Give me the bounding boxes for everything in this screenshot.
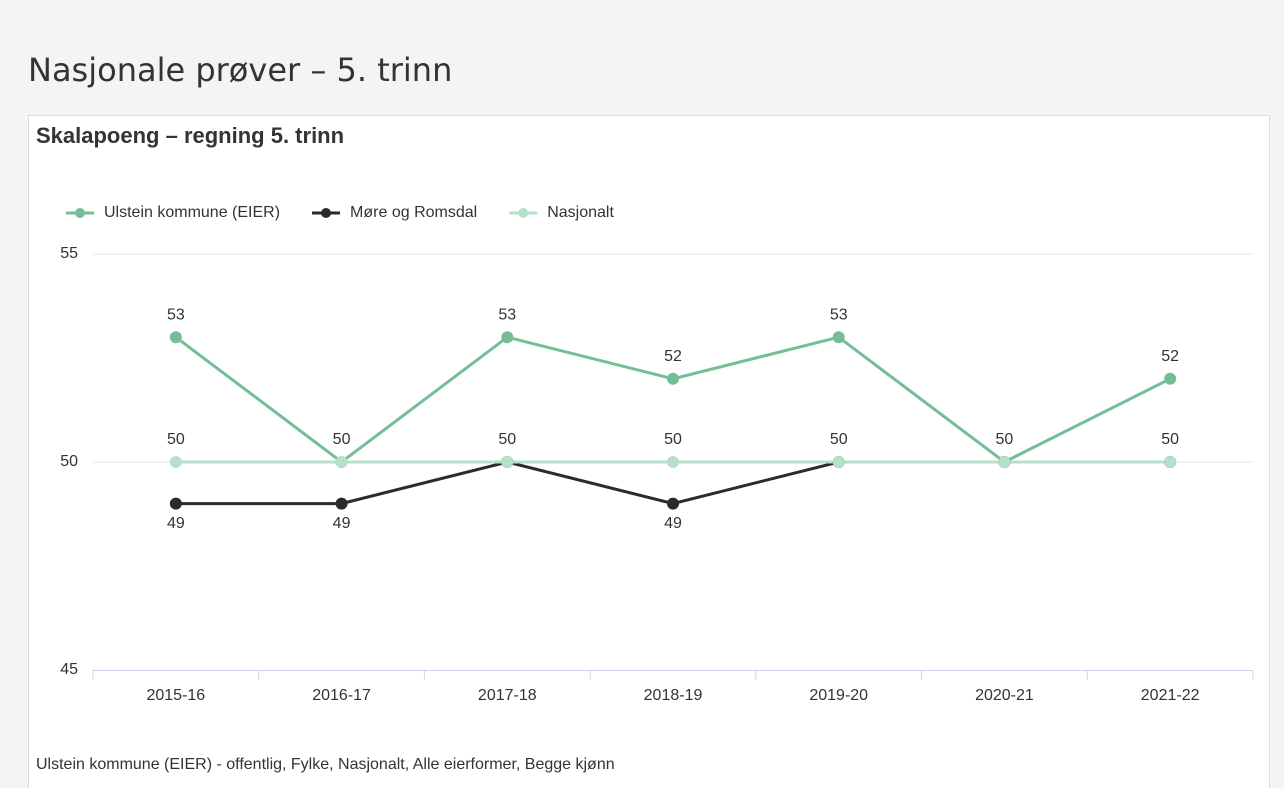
point <box>501 456 514 468</box>
legend-marker <box>518 208 529 218</box>
data-label: 50 <box>830 431 848 448</box>
data-label: 53 <box>498 306 516 323</box>
data-label: 50 <box>664 431 682 448</box>
legend-label: Møre og Romsdal <box>350 204 477 221</box>
data-label: 50 <box>996 431 1014 448</box>
point <box>335 456 348 468</box>
y-tick-label: 55 <box>60 245 78 262</box>
data-label: 52 <box>1161 348 1179 365</box>
card <box>28 115 1270 788</box>
data-label: 49 <box>167 515 185 532</box>
x-tick-label: 2020-21 <box>975 687 1034 704</box>
legend-label: Nasjonalt <box>547 204 614 221</box>
y-tick-label: 45 <box>60 661 78 678</box>
legend-marker <box>321 208 332 218</box>
x-tick-label: 2019-20 <box>809 687 868 704</box>
data-label: 50 <box>1161 431 1179 448</box>
x-tick-label: 2017-18 <box>478 687 537 704</box>
data-label: 53 <box>830 306 848 323</box>
data-label: 50 <box>333 431 351 448</box>
point <box>667 497 679 510</box>
x-tick-label: 2021-22 <box>1141 687 1200 704</box>
point <box>667 372 679 385</box>
x-tick-label: 2016-17 <box>312 687 371 704</box>
point <box>667 456 679 468</box>
data-label: 53 <box>167 306 185 323</box>
data-label: 50 <box>498 431 516 448</box>
legend-label: Ulstein kommune (EIER) <box>104 204 280 221</box>
point <box>1164 372 1177 385</box>
data-label: 49 <box>664 515 682 532</box>
point <box>1164 456 1177 468</box>
x-tick-label: 2015-16 <box>146 687 205 704</box>
point <box>501 331 514 344</box>
point <box>169 331 182 344</box>
data-label: 50 <box>167 431 185 448</box>
page-title: Nasjonale prøver – 5. trinn <box>28 51 452 89</box>
y-tick-label: 50 <box>60 453 78 470</box>
footnote: Ulstein kommune (EIER) - offentlig, Fylk… <box>36 756 615 773</box>
point <box>169 497 182 510</box>
point <box>998 456 1011 468</box>
legend-marker <box>75 208 85 218</box>
data-label: 49 <box>333 515 351 532</box>
point <box>832 456 845 468</box>
x-tick-label: 2018-19 <box>644 687 703 704</box>
point <box>335 497 348 510</box>
point <box>169 456 182 468</box>
chart-title: Skalapoeng – regning 5. trinn <box>36 123 344 148</box>
point <box>832 331 845 344</box>
data-label: 52 <box>664 348 682 365</box>
